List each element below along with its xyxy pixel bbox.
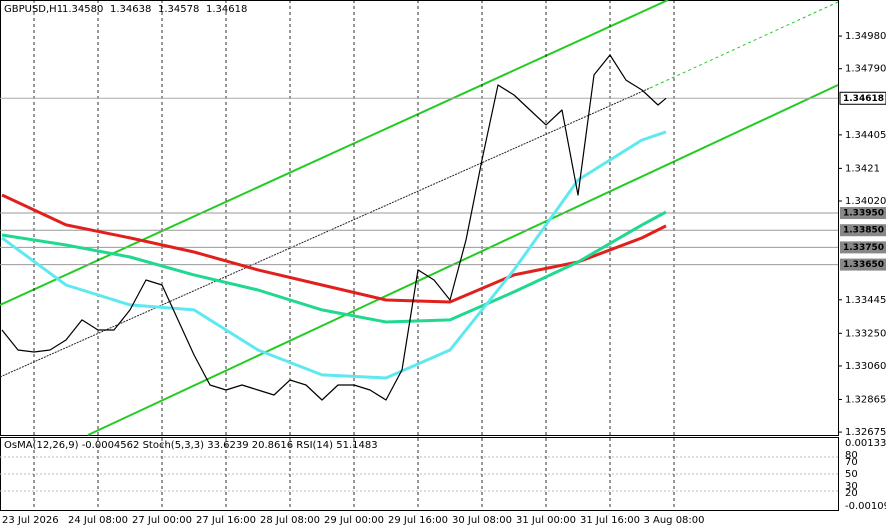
indicator-axis-label: 50 (845, 469, 858, 480)
ohlc-value: 1.34618 (206, 4, 247, 15)
indicator-axis-label: 20 (845, 488, 858, 499)
level-label: 1.33750 (843, 243, 884, 253)
level-label: 1.33850 (843, 226, 884, 236)
x-tick-label: 27 Jul 00:00 (132, 515, 192, 526)
channel-mid (0, 87, 651, 378)
price-label: 1.34618 (843, 94, 884, 104)
level-tag: 1.33850 (840, 224, 886, 237)
level-tag: 1.33650 (840, 258, 886, 271)
x-tick-label: 29 Jul 16:00 (388, 515, 448, 526)
x-tick-label: 23 Jul 2026 (2, 515, 59, 526)
symbol: GBPUSD,H1 (4, 4, 63, 15)
x-tick-label: 24 Jul 08:00 (68, 515, 128, 526)
level-label: 1.33650 (843, 260, 884, 270)
ohlc-value: 1.34578 (158, 4, 199, 15)
price-tag: 1.34618 (839, 91, 886, 105)
price-line-series (1, 193, 667, 304)
level-tag-box (840, 241, 886, 254)
level-tag-box (840, 224, 886, 237)
main-frame (0, 0, 839, 436)
price-line-series (1, 54, 667, 401)
x-tick-label: 29 Jul 00:00 (324, 515, 384, 526)
x-tick-label: 31 Jul 00:00 (516, 515, 576, 526)
price-line-series (1, 210, 667, 324)
x-tick-label: 31 Jul 16:00 (580, 515, 640, 526)
x-tick-label: 30 Jul 08:00 (452, 515, 512, 526)
ohlc-value: 1.34580 (62, 4, 103, 15)
level-tag-box (840, 207, 886, 220)
y-tick-label: 1.34790 (845, 64, 886, 75)
ohlc-readout: 1.34580 1.34638 1.34578 1.34618 (62, 4, 247, 15)
indicator-axis-label: 70 (845, 457, 858, 468)
y-tick-label: 1.34020 (845, 196, 886, 207)
y-tick-label: 1.34405 (845, 130, 886, 141)
y-tick-label: 1.33250 (845, 328, 886, 339)
x-tick-label: 3 Aug 08:00 (643, 515, 704, 526)
indicator-axis-label: -0.001093 (845, 501, 886, 512)
level-tag-box (840, 258, 886, 271)
price-line-series (1, 130, 667, 380)
indicator-axis-label: 0.00133 (845, 438, 886, 449)
y-tick-label: 1.3421 (845, 163, 880, 174)
price-tag-box (839, 91, 886, 105)
channel-lower (87, 84, 839, 436)
x-tick-label: 28 Jul 08:00 (260, 515, 320, 526)
y-tick-label: 1.34980 (845, 31, 886, 42)
indicator-axis-label: 30 (845, 481, 858, 492)
y-tick-label: 1.32675 (845, 427, 886, 438)
level-label: 1.33950 (843, 209, 884, 219)
ohlc-value: 1.34638 (110, 4, 151, 15)
level-tag: 1.33750 (840, 241, 886, 254)
y-tick-label: 1.33445 (845, 295, 886, 306)
x-tick-label: 27 Jul 16:00 (196, 515, 256, 526)
level-tag: 1.33950 (840, 207, 886, 220)
y-tick-label: 1.33060 (845, 361, 886, 372)
y-tick-label: 1.32865 (845, 394, 886, 405)
channel-extension (649, 1, 839, 89)
indicator-axis-label: 80 (845, 450, 858, 461)
indicator-title: OsMA(12,26,9) -0.0004562 Stoch(5,3,3) 33… (4, 440, 378, 451)
